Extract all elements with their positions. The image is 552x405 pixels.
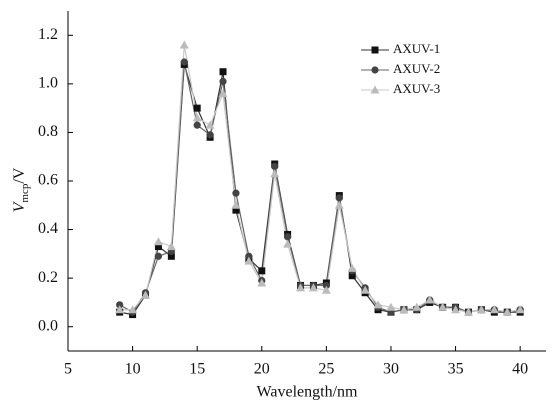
x-tick-label: 40 xyxy=(512,361,528,378)
y-tick-label: 1.2 xyxy=(38,26,58,43)
marker xyxy=(154,243,162,251)
marker xyxy=(219,68,227,76)
marker xyxy=(192,113,202,122)
marker xyxy=(218,89,228,98)
y-tick-label: 0.2 xyxy=(38,269,58,286)
marker xyxy=(141,290,151,299)
marker xyxy=(347,263,357,272)
marker xyxy=(128,305,138,314)
marker xyxy=(219,77,227,86)
marker xyxy=(153,237,163,246)
marker xyxy=(231,200,241,209)
x-tick-label: 10 xyxy=(125,361,141,378)
marker xyxy=(115,305,125,314)
marker xyxy=(180,58,188,66)
marker xyxy=(489,305,499,314)
marker xyxy=(166,242,176,251)
legend-marker xyxy=(371,66,379,74)
marker xyxy=(335,194,343,202)
marker xyxy=(271,162,279,171)
x-tick-label: 30 xyxy=(383,361,399,378)
marker xyxy=(438,302,448,311)
marker xyxy=(399,305,409,314)
marker xyxy=(245,252,253,260)
marker xyxy=(232,206,240,214)
series-line xyxy=(119,61,521,313)
marker xyxy=(116,301,124,309)
marker xyxy=(308,283,318,292)
legend-label: AXUV-3 xyxy=(393,81,440,96)
marker xyxy=(232,189,240,197)
marker xyxy=(502,307,512,316)
legend-marker xyxy=(370,85,380,94)
marker xyxy=(167,252,175,260)
y-axis-label: Vmcp/V xyxy=(11,167,31,212)
x-tick-label: 35 xyxy=(448,361,464,378)
marker xyxy=(205,120,215,129)
marker xyxy=(296,283,306,292)
x-tick-label: 15 xyxy=(189,361,205,378)
y-tick-label: 0.8 xyxy=(38,123,58,140)
marker xyxy=(360,285,370,294)
marker xyxy=(451,305,461,314)
marker xyxy=(270,169,280,178)
legend-label: AXUV-2 xyxy=(393,61,440,76)
marker xyxy=(334,200,344,209)
marker xyxy=(425,295,435,304)
x-tick-label: 5 xyxy=(64,361,72,378)
series-line xyxy=(119,44,521,313)
marker xyxy=(258,267,266,275)
marker xyxy=(515,305,525,314)
y-tick-label: 1.0 xyxy=(38,75,58,92)
marker xyxy=(283,239,293,248)
x-tick-label: 20 xyxy=(254,361,270,378)
marker xyxy=(257,278,267,287)
y-tick-label: 0.0 xyxy=(38,317,58,334)
marker xyxy=(476,305,486,314)
marker xyxy=(348,272,356,280)
marker xyxy=(463,307,473,316)
marker xyxy=(322,281,330,290)
marker xyxy=(386,302,396,311)
legend-marker xyxy=(371,46,379,54)
marker xyxy=(193,104,201,112)
x-tick-label: 25 xyxy=(318,361,334,378)
marker xyxy=(244,256,254,265)
marker xyxy=(193,121,201,129)
marker xyxy=(284,233,292,241)
y-tick-label: 0.6 xyxy=(38,172,58,189)
marker xyxy=(412,302,422,311)
marker xyxy=(321,285,331,294)
marker xyxy=(373,300,383,309)
legend-label: AXUV-1 xyxy=(393,41,440,56)
marker xyxy=(179,40,189,49)
y-tick-label: 0.4 xyxy=(38,220,58,237)
marker xyxy=(206,131,214,139)
marker xyxy=(154,252,163,260)
series-line xyxy=(119,64,521,316)
x-axis-label: Wavelength/nm xyxy=(257,384,358,401)
